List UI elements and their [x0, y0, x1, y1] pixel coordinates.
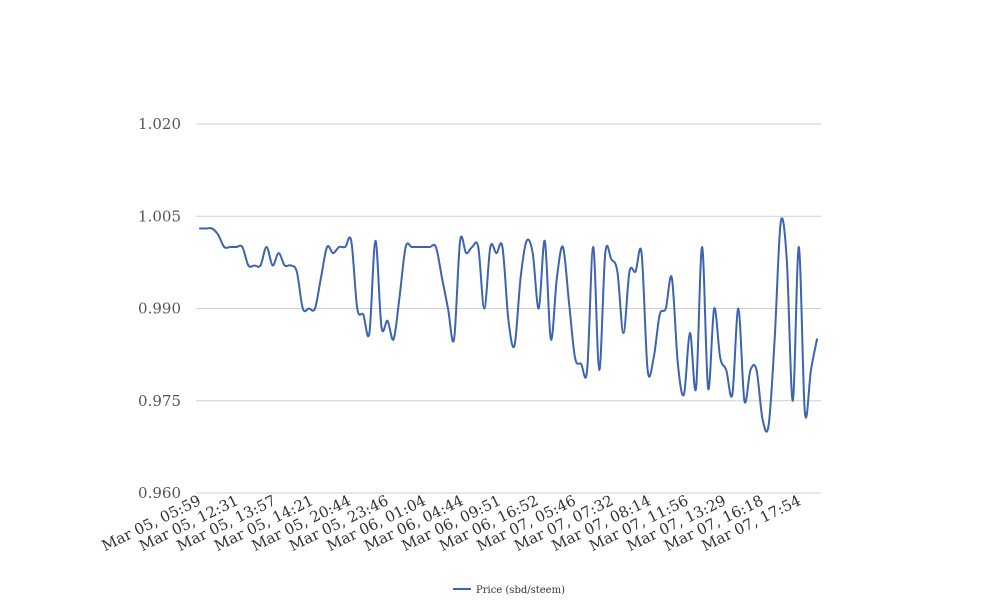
series-layer — [199, 217, 818, 433]
y-tick-label: 0.975 — [138, 392, 181, 410]
legend-label-price: Price (sbd/steem) — [476, 585, 565, 596]
y-tick-label: 1.005 — [138, 207, 181, 225]
y-tick-label: 0.960 — [138, 484, 181, 502]
series-line-price — [199, 217, 818, 433]
legend: Price (sbd/steem) — [453, 585, 565, 596]
y-tick-label: 1.020 — [138, 115, 181, 133]
y-axis-ticks: 1.020 1.005 0.990 0.975 0.960 — [138, 115, 181, 502]
y-tick-label: 0.990 — [138, 300, 181, 318]
grid-lines — [196, 123, 821, 494]
